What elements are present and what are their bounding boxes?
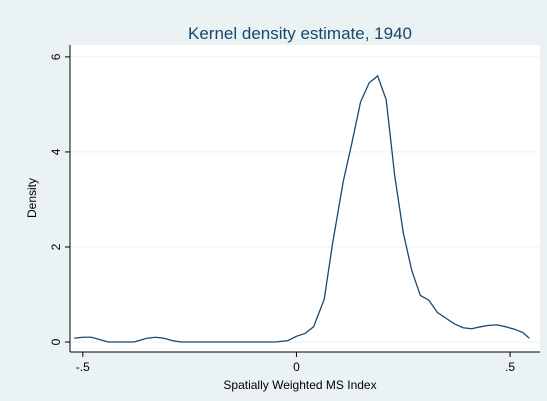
x-tick-label: 0	[293, 360, 300, 374]
x-tick-label: .5	[505, 360, 515, 374]
plot-area	[70, 45, 540, 352]
x-tick-label: -.5	[76, 360, 90, 374]
chart-title: Kernel density estimate, 1940	[188, 24, 412, 43]
y-tick-label: 2	[49, 243, 63, 250]
x-axis-title: Spatially Weighted MS Index	[223, 378, 376, 392]
y-axis-title: Density	[25, 178, 39, 218]
y-tick-label: 4	[49, 148, 63, 155]
y-tick-label: 0	[49, 338, 63, 345]
y-tick-label: 6	[49, 53, 63, 60]
density-line	[74, 74, 530, 343]
